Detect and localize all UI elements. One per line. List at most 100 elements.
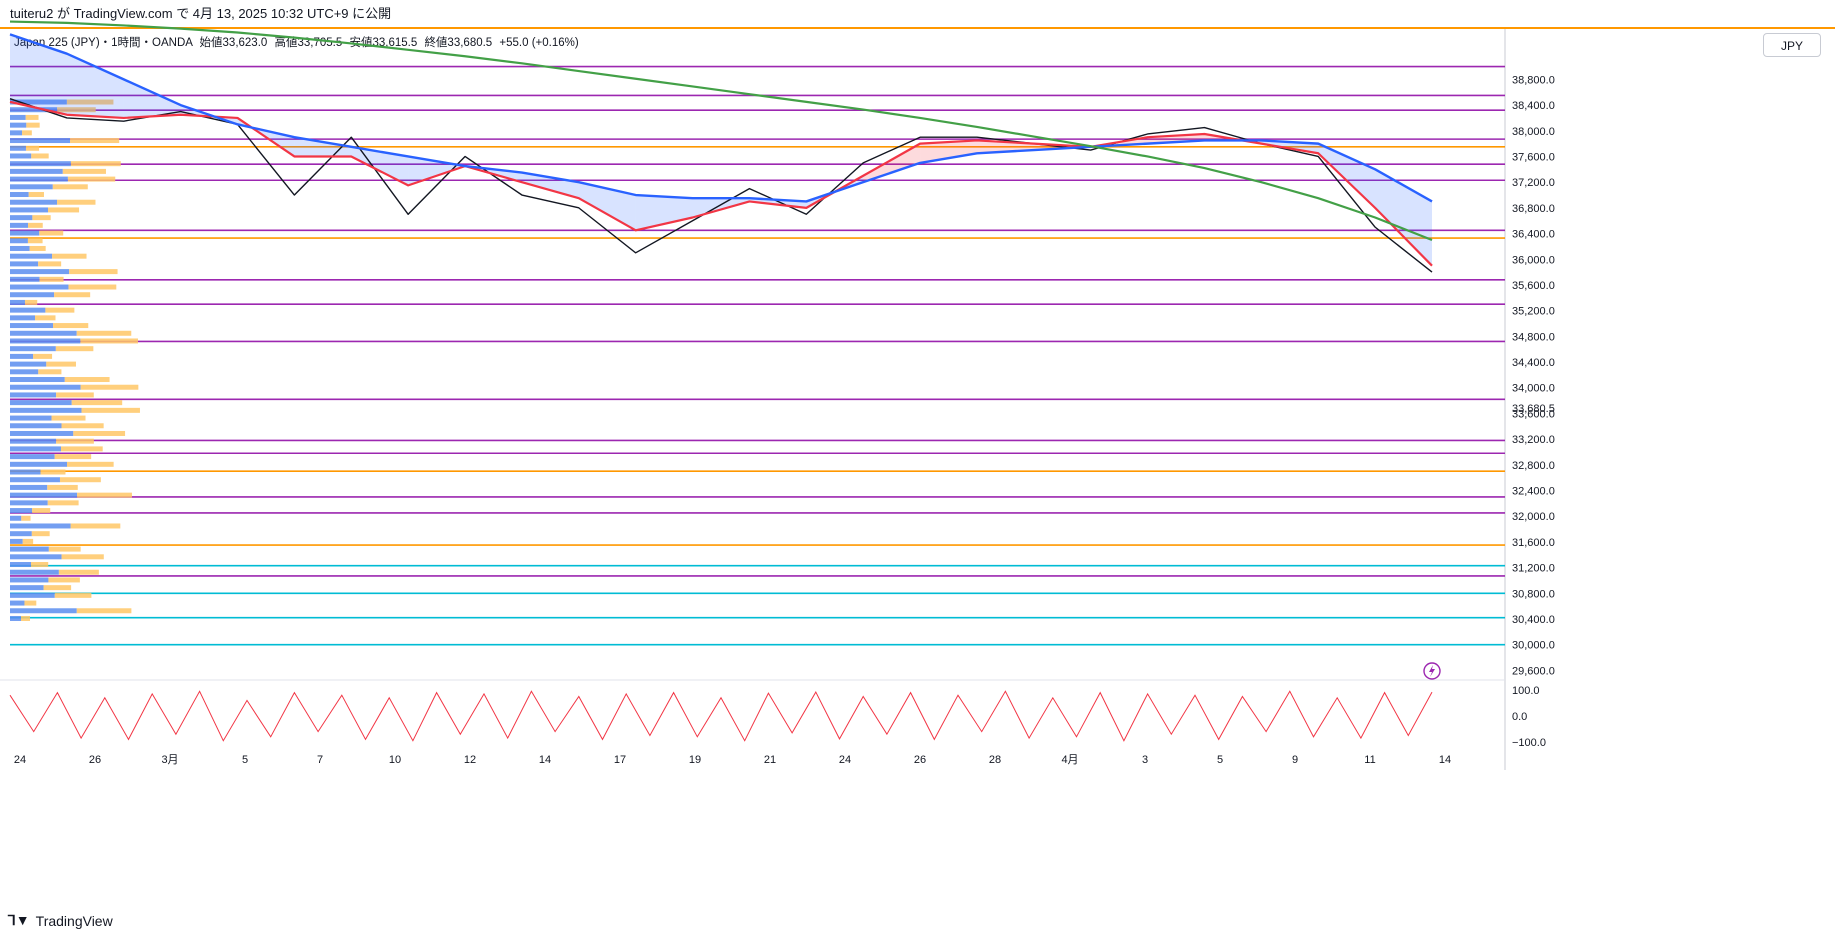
price-tick-label: 36,000.0 [1512,254,1555,266]
volume-profile-bar [10,323,54,329]
volume-profile-bar [56,392,94,398]
price-tick-label: 31,200.0 [1512,563,1555,575]
price-tick-label: 30,800.0 [1512,588,1555,600]
price-tick-label: 29,600.0 [1512,665,1555,677]
volume-profile-bar [54,592,92,598]
volume-profile-bar [33,353,53,359]
volume-profile-bar [31,153,49,159]
volume-profile-bar [10,307,46,313]
volume-profile-bar [10,238,28,244]
volume-profile-bar [80,338,138,344]
time-tick-label: 5 [242,754,248,766]
volume-profile-bar [10,454,55,460]
volume-profile-bar [62,168,106,174]
price-tick-label: 38,800.0 [1512,74,1555,86]
volume-profile-bar [10,484,48,490]
volume-profile-bar [10,153,32,159]
volume-profile-bar [10,615,21,621]
lightning-icon-bolt [1429,665,1435,677]
volume-profile-bar [10,585,44,591]
volume-profile-bar [47,500,79,506]
volume-profile-bar [10,222,29,228]
time-tick-label: 26 [914,754,926,766]
volume-profile-bar [10,269,70,275]
volume-profile-bar [10,500,48,506]
volume-profile-bar [24,600,37,606]
volume-profile-bar [10,315,36,321]
volume-profile-bar [70,161,121,167]
volume-profile-bar [69,269,118,275]
volume-profile-bar [38,261,62,267]
volume-profile-bar [10,199,58,205]
volume-profile-bar [10,168,63,174]
volume-profile-bar [40,469,66,475]
volume-profile-bar [10,515,22,521]
time-tick-label: 24 [14,754,26,766]
volume-profile-bar [73,430,126,436]
volume-profile-bar [10,423,62,429]
volume-profile-bar [21,515,31,521]
ema-cloud-segment [123,79,181,118]
time-tick-label: 3月 [161,754,178,766]
symbol-name: Japan 225 (JPY)・1時間・OANDA [14,37,193,49]
time-tick-label: 11 [1364,754,1375,766]
volume-profile-bar [39,230,64,236]
price-tick-label: 37,200.0 [1512,177,1555,189]
volume-profile-bar [10,292,55,298]
volume-profile-bar [10,346,56,352]
time-tick-label: 19 [689,754,701,766]
volume-profile-bar [10,230,40,236]
volume-profile-bar [54,292,91,298]
volume-profile-bar [28,222,43,228]
ema-cloud-segment [66,53,124,118]
close-value: 終値33,680.5 [424,37,493,49]
volume-profile-bar [10,107,58,113]
volume-profile-bar [10,415,52,421]
volume-profile-bar [10,338,81,344]
volume-profile-bar [10,377,65,383]
volume-profile-bar [21,615,30,621]
time-tick-label: 10 [389,754,401,766]
volume-profile-bar [38,369,62,375]
time-tick-label: 14 [1439,754,1451,766]
volume-profile-bar [10,261,39,267]
oscillator-line [9,690,1433,742]
volume-profile-bar [35,315,56,321]
time-tick-label: 3 [1142,754,1148,766]
time-tick-label: 14 [539,754,551,766]
volume-profile-bar [64,377,110,383]
volume-profile-bar [47,484,78,490]
volume-profile-bar [58,569,99,575]
volume-profile-bar [45,307,75,313]
series-line-sma-long [9,20,1433,242]
time-tick-label: 26 [89,754,101,766]
series-line-price [9,97,1433,273]
price-tick-label: 32,400.0 [1512,486,1555,498]
time-tick-label: 21 [764,754,776,766]
volume-profile-bar [10,330,77,336]
volume-profile-bar [10,600,25,606]
symbol-info: Japan 225 (JPY)・1時間・OANDA 始値33,623.0 高値3… [14,34,579,50]
last-price-label: 33,680.5 [1512,403,1555,415]
open-value: 始値33,623.0 [199,37,268,49]
volume-profile-bar [80,384,139,390]
volume-profile-bar [28,192,44,198]
oscillator-tick-label: −100.0 [1512,737,1546,749]
volume-profile-bar [77,492,132,498]
oscillator-tick-label: 100.0 [1512,685,1540,697]
time-tick-label: 4月 [1061,754,1078,766]
volume-profile-bar [10,176,68,182]
volume-profile-bar [10,577,49,583]
volume-profile-bar [10,138,71,144]
volume-profile-bar [10,161,71,167]
volume-profile-bar [10,392,57,398]
time-tick-label: 17 [614,754,626,766]
ema-cloud-segment [1318,143,1376,208]
time-tick-label: 7 [317,754,323,766]
currency-button[interactable]: JPY [1763,33,1821,57]
volume-profile-bar [10,446,61,452]
ema-cloud-segment [578,182,636,231]
volume-profile-bar [24,299,38,305]
price-tick-label: 38,400.0 [1512,100,1555,112]
